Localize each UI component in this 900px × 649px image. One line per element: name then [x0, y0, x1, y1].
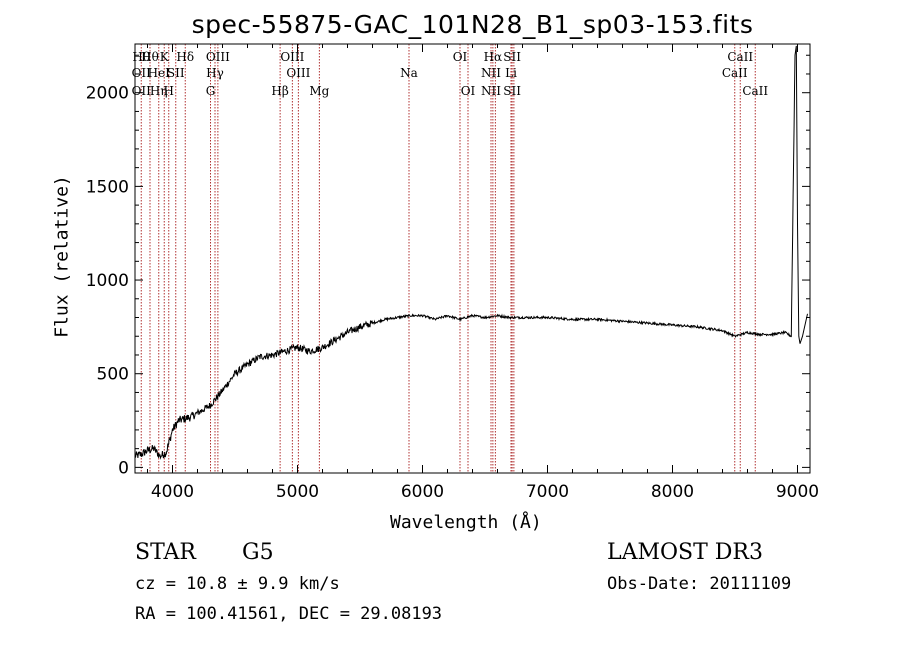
line-label: Hδ — [176, 50, 194, 64]
y-tick-label: 1500 — [86, 177, 129, 197]
y-tick-label: 0 — [118, 458, 129, 478]
object-class: STAR — [135, 540, 196, 565]
x-axis-label: Wavelength (Å) — [390, 512, 542, 533]
line-label: Hβ — [271, 84, 288, 98]
line-label: Hθ — [132, 50, 150, 64]
line-label: Hγ — [206, 66, 224, 80]
line-label: SII — [167, 66, 185, 80]
line-labels: Hθ OII OII Hθ HeI Hη K H SII Hδ G Hγ OIII Hβ OIII OIII M… — [132, 50, 769, 98]
plot-frame — [134, 43, 811, 474]
line-label: CaII — [722, 66, 748, 80]
redshift-info: cz = 10.8 ± 9.9 km/s — [135, 574, 340, 594]
x-tick-label: 4000 — [151, 482, 194, 502]
axes: 4000 5000 6000 7000 8000 9000 0 500 1000 1500 2000 — [86, 43, 819, 502]
line-label: Na — [400, 66, 418, 80]
line-label: NII — [481, 84, 501, 98]
x-tick-label: 7000 — [526, 482, 569, 502]
spectrum-series — [134, 45, 808, 460]
line-label: SII — [503, 84, 521, 98]
line-label: Li — [505, 66, 517, 80]
line-label: CaII — [727, 50, 753, 64]
observation-date: Obs-Date: 20111109 — [607, 574, 792, 594]
line-label: CaII — [742, 84, 768, 98]
line-label: NII — [481, 66, 501, 80]
x-tick-label: 9000 — [776, 482, 819, 502]
x-tick-label: 6000 — [401, 482, 444, 502]
line-label: OII — [132, 66, 152, 80]
spectrum-line — [134, 45, 808, 460]
y-tick-label: 1000 — [86, 271, 129, 291]
coordinates: RA = 100.41561, DEC = 29.08193 — [135, 604, 443, 624]
x-tick-label: 5000 — [276, 482, 319, 502]
line-label: Mg — [309, 84, 329, 98]
survey-label: LAMOST DR3 — [607, 540, 763, 565]
line-label: OIII — [286, 66, 310, 80]
line-label: OIII — [206, 50, 230, 64]
line-label: Hα — [484, 50, 503, 64]
line-label: OI — [461, 84, 476, 98]
line-label: Hθ — [141, 50, 159, 64]
line-label: HeI — [148, 66, 171, 80]
line-label: G — [206, 84, 216, 98]
object-subclass: G5 — [242, 540, 274, 565]
line-markers — [140, 44, 756, 473]
y-axis-label: Flux (relative) — [51, 175, 73, 338]
line-label: OI — [453, 50, 468, 64]
line-label: K — [160, 50, 170, 64]
x-tick-label: 8000 — [651, 482, 694, 502]
line-label: SII — [503, 50, 521, 64]
line-label: OII — [132, 84, 152, 98]
line-label: H — [164, 84, 174, 98]
y-tick-label: 500 — [97, 365, 129, 385]
line-label: Hη — [150, 84, 168, 98]
line-label: OIII — [280, 50, 304, 64]
chart-title: spec-55875-GAC_101N28_B1_sp03-153.fits — [191, 10, 754, 39]
y-tick-label: 2000 — [86, 84, 129, 104]
